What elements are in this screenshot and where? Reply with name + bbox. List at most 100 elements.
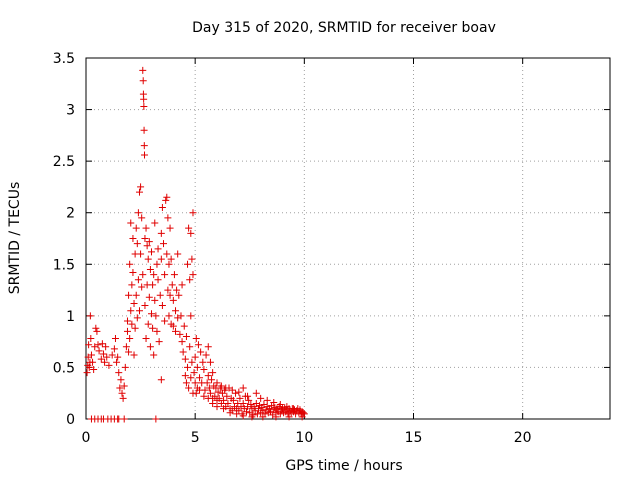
data-point <box>206 358 214 366</box>
data-point <box>127 307 135 315</box>
y-tick-label: 3 <box>66 103 75 119</box>
data-point <box>115 369 123 377</box>
data-point <box>140 102 148 110</box>
data-point <box>163 250 171 258</box>
data-point <box>130 351 138 359</box>
data-point <box>131 324 139 332</box>
x-tick-label: 20 <box>514 430 532 446</box>
data-point <box>193 363 201 371</box>
data-point <box>119 394 127 402</box>
x-axis-label: GPS time / hours <box>285 458 402 474</box>
data-point <box>123 317 131 325</box>
data-point <box>145 238 153 246</box>
data-point <box>205 384 213 392</box>
data-point <box>298 413 306 421</box>
data-point <box>185 224 193 232</box>
y-tick-label: 0.5 <box>53 360 75 376</box>
chart-title: Day 315 of 2020, SRMTID for receiver boa… <box>192 20 496 36</box>
x-tick-label: 0 <box>82 430 91 446</box>
data-point <box>239 384 247 392</box>
data-point <box>120 415 128 423</box>
data-point <box>156 291 164 299</box>
x-tick-label: 15 <box>405 430 423 446</box>
data-point <box>138 214 146 222</box>
data-point <box>163 193 171 201</box>
data-point <box>248 413 256 421</box>
data-point <box>148 248 155 256</box>
data-point <box>151 296 159 304</box>
data-point <box>253 410 261 418</box>
data-point <box>200 392 208 400</box>
data-point <box>92 324 100 332</box>
data-point <box>140 95 148 103</box>
data-point <box>130 299 138 307</box>
data-point <box>180 322 188 330</box>
data-point <box>188 255 196 263</box>
data-point <box>113 358 121 366</box>
data-point <box>254 405 262 413</box>
data-point <box>214 388 222 396</box>
data-point <box>289 405 297 413</box>
data-point <box>164 286 172 294</box>
data-point <box>142 224 150 232</box>
data-point <box>141 302 149 310</box>
data-point <box>138 283 146 291</box>
data-point <box>228 386 236 394</box>
data-point <box>196 374 204 382</box>
data-point <box>174 250 182 258</box>
data-point <box>157 376 165 384</box>
data-point <box>196 386 204 394</box>
data-point <box>146 343 154 351</box>
y-tick-label: 1 <box>66 309 75 325</box>
data-point <box>139 66 147 74</box>
data-point <box>235 388 243 396</box>
data-point <box>169 322 177 330</box>
data-point <box>118 389 126 397</box>
data-point <box>272 413 280 421</box>
data-point <box>276 410 284 418</box>
data-point <box>150 351 158 359</box>
data-point <box>87 351 95 359</box>
data-point <box>166 224 174 232</box>
data-point <box>126 335 134 343</box>
y-axis-label: SRMTID / TECUs <box>7 182 23 295</box>
data-point <box>190 369 198 377</box>
data-point <box>259 413 267 421</box>
data-point <box>220 396 228 404</box>
plot-frame <box>85 57 611 420</box>
data-point <box>257 394 265 402</box>
data-point <box>283 403 291 411</box>
data-point <box>93 327 101 335</box>
data-point <box>270 398 278 406</box>
data-point <box>263 396 271 404</box>
data-point <box>276 401 284 409</box>
data-point <box>202 351 210 359</box>
data-point <box>103 353 111 361</box>
data-point <box>204 343 212 351</box>
grid-lines <box>86 58 610 419</box>
data-point <box>186 343 194 351</box>
data-point <box>191 353 199 361</box>
data-point <box>105 361 113 369</box>
data-point <box>153 260 161 268</box>
data-point <box>224 400 232 408</box>
data-point <box>252 389 260 397</box>
data-point <box>204 394 212 402</box>
data-point <box>296 406 304 414</box>
data-point <box>182 332 190 340</box>
x-tick-label: 5 <box>191 430 200 446</box>
data-point <box>151 219 159 227</box>
data-point <box>157 229 165 237</box>
data-point <box>184 260 192 268</box>
data-point <box>114 353 122 361</box>
data-point <box>229 396 237 404</box>
data-point <box>189 271 197 279</box>
data-point <box>226 409 234 417</box>
data-point <box>209 400 217 408</box>
data-point <box>222 384 230 392</box>
data-point <box>154 276 162 284</box>
data-point <box>144 255 152 263</box>
data-point <box>170 271 178 279</box>
data-point <box>164 214 172 222</box>
